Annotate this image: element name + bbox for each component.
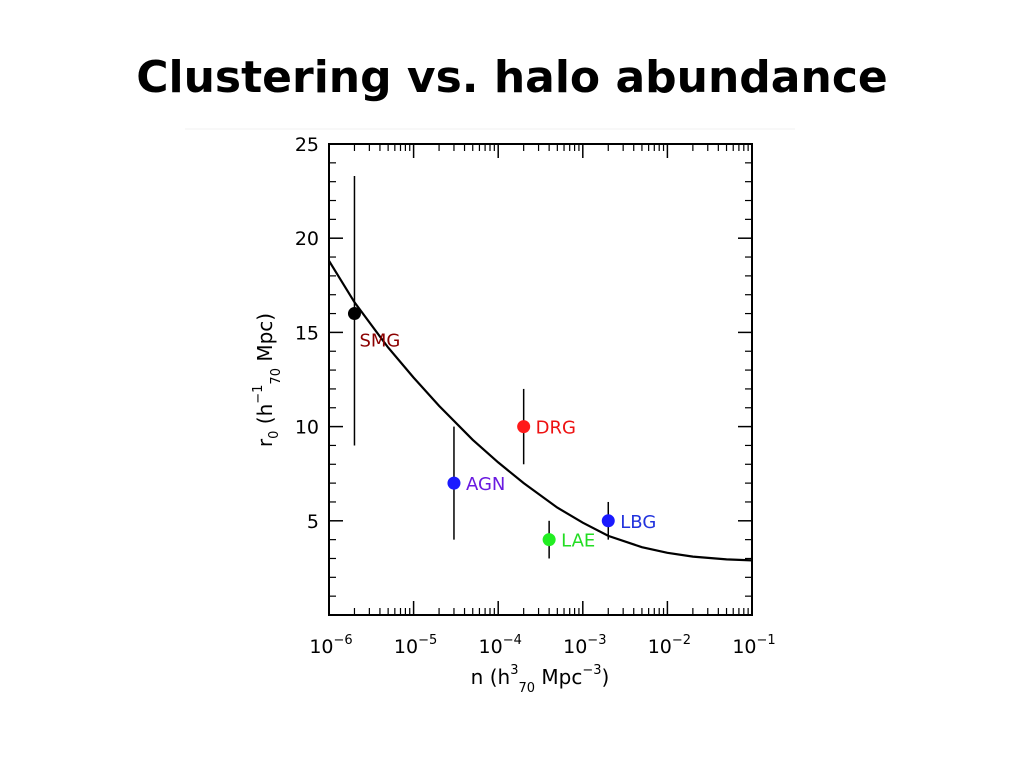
x-axis-ticks: 10−6 10−5 10−4 10−3 10−2 10−1 — [309, 144, 775, 658]
lbg-point — [602, 514, 615, 527]
y-tick-label: 15 — [295, 322, 319, 344]
smg-label: SMG — [359, 331, 400, 352]
y-tick-label: 20 — [295, 228, 319, 250]
x-tick-label: 10−1 — [732, 633, 775, 658]
x-tick-label: 10−4 — [479, 633, 522, 658]
lae-label: LAE — [561, 531, 595, 552]
drg-point — [517, 420, 530, 433]
y-axis-label: r0 (h−170 Mpc) — [251, 313, 284, 447]
lae-point — [543, 533, 556, 546]
x-tick-label: 10−5 — [394, 633, 437, 658]
y-tick-label: 5 — [307, 511, 319, 533]
x-tick-label: 10−3 — [563, 633, 606, 658]
clustering-chart: 10−6 10−5 10−4 10−3 10−2 10−1 5 10 15 20 25 SMG AG… — [0, 0, 1024, 768]
y-tick-label: 10 — [295, 417, 319, 439]
data-points-layer: SMG AGN DRG LAE LBG — [348, 176, 656, 558]
x-axis-label: n (h370 Mpc−3) — [471, 663, 610, 696]
plot-frame — [329, 144, 752, 615]
agn-point — [447, 477, 460, 490]
y-tick-label: 25 — [295, 134, 319, 156]
lbg-label: LBG — [620, 512, 656, 533]
smg-point — [348, 307, 361, 320]
x-tick-label: 10−2 — [648, 633, 691, 658]
model-curve — [329, 261, 752, 561]
model-curve-layer — [329, 261, 752, 561]
x-tick-label: 10−6 — [309, 633, 352, 658]
y-axis-ticks: 5 10 15 20 25 — [295, 134, 752, 596]
plot-border — [329, 144, 752, 615]
agn-label: AGN — [466, 474, 505, 495]
drg-label: DRG — [536, 418, 576, 439]
